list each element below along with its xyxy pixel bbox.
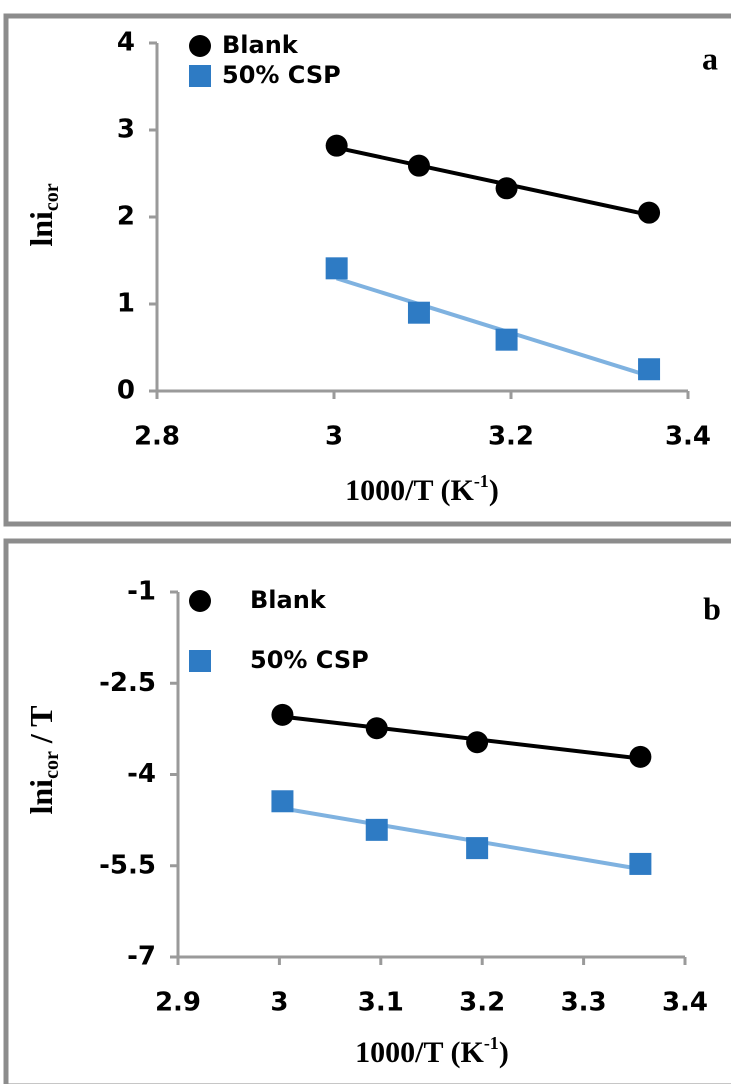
marker [189,650,211,672]
trendline [336,145,650,217]
x-axis-title: 1000/T (K-1) [345,471,499,507]
legend-label: 50% CSP [222,61,341,89]
marker [466,731,489,754]
marker [325,257,348,280]
y-tick-label: -2.5 [99,668,156,698]
marker [638,201,661,224]
marker [407,301,430,324]
x-tick-label: 3.4 [662,988,708,1018]
x-tick-label: 3.1 [358,988,404,1018]
x-tick-label: 3.3 [561,988,607,1018]
x-tick-label: 3.2 [488,422,534,452]
x-axis-title-part: -1 [474,471,489,491]
marker [495,328,518,351]
y-axis-title-part: lni [23,211,59,247]
marker [629,852,652,875]
y-tick-label: -5.5 [99,850,156,880]
marker [271,790,294,813]
marker [189,35,211,57]
marker [466,837,489,860]
y-tick-label: 1 [117,289,135,319]
x-tick-label: 3.2 [459,988,505,1018]
marker [189,65,211,87]
marker [189,590,211,612]
marker [365,818,388,841]
y-axis-title-part: cor [41,183,63,211]
panel-frame [3,538,731,1084]
y-tick-label: 4 [117,28,135,58]
x-tick-label: 3 [270,988,288,1018]
y-tick-label: 3 [117,115,135,145]
x-axis-title-part: ) [499,1036,509,1069]
legend-label: 50% CSP [250,646,369,674]
marker [365,717,388,740]
trendline [282,806,641,872]
y-axis-title-part: cor [41,751,63,779]
y-axis-title: lnicor [23,183,62,246]
marker [325,134,348,157]
x-tick-label: 2.8 [134,422,180,452]
x-axis-title-part: ) [489,474,499,507]
panel-label: b [703,590,721,626]
x-tick-label: 2.9 [155,988,201,1018]
x-tick-label: 3 [325,422,343,452]
y-tick-label: -4 [127,759,156,789]
marker [638,358,661,381]
y-axis-title-part: lni [23,779,59,815]
y-tick-label: 2 [117,202,135,232]
y-axis-title-part: / T [23,706,59,752]
y-axis-title: lnicor / T [23,706,62,815]
marker [495,177,518,200]
marker [629,745,652,768]
y-tick-label: -1 [127,577,156,607]
x-axis-title-part: 1000/T (K [345,474,474,507]
marker [271,703,294,726]
x-axis-title-part: 1000/T (K [355,1036,484,1069]
panel-label: a [702,40,718,76]
trendline [282,714,641,761]
panel-frame [3,13,731,527]
x-axis-title: 1000/T (K-1) [355,1033,509,1069]
y-tick-label: 0 [117,376,135,406]
x-axis-title-part: -1 [484,1033,499,1053]
legend-label: Blank [222,31,299,59]
x-tick-label: 3.4 [665,422,711,452]
trendline [336,276,650,378]
y-tick-label: -7 [127,942,156,972]
legend-label: Blank [250,586,327,614]
marker [407,154,430,177]
